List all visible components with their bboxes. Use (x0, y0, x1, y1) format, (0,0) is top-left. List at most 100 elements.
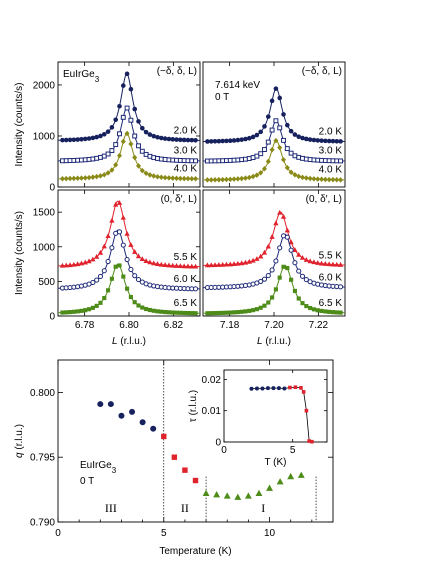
data-marker (277, 245, 283, 251)
series-temperature-label: 3.0 K (174, 146, 198, 157)
data-marker (296, 268, 302, 274)
data-marker (250, 134, 256, 140)
y-tick-label: 1000 (33, 242, 56, 253)
data-marker (185, 263, 191, 269)
inset-background (224, 370, 327, 442)
data-marker (118, 412, 125, 419)
data-marker (244, 492, 252, 499)
data-marker (239, 260, 245, 266)
data-marker (299, 386, 303, 390)
data-marker (161, 433, 167, 440)
data-marker (120, 242, 126, 248)
x-axis-label: Temperature (K) (159, 546, 231, 557)
data-marker (220, 176, 226, 183)
data-marker (189, 137, 195, 143)
data-marker (162, 262, 168, 268)
data-marker (86, 307, 92, 312)
data-marker (86, 258, 92, 264)
x-tick-label: 10 (264, 528, 276, 539)
data-marker (231, 176, 237, 182)
data-marker (260, 386, 265, 391)
data-marker (334, 176, 340, 183)
data-marker (292, 132, 298, 137)
y-tick-label: 2000 (33, 80, 56, 91)
data-marker (258, 151, 264, 157)
series-temperature-label: 6.0 K (174, 274, 198, 285)
data-marker (90, 135, 96, 141)
field-label: 0 T (215, 92, 229, 103)
data-marker (292, 260, 298, 266)
data-marker (273, 287, 278, 292)
y-axis-label: q (r.l.u.) (14, 424, 25, 458)
data-marker (124, 230, 130, 236)
data-marker (212, 138, 218, 144)
data-marker (269, 98, 275, 104)
data-marker (265, 386, 270, 391)
data-marker (299, 174, 306, 181)
data-marker (250, 257, 256, 263)
data-marker (132, 273, 138, 279)
data-marker (147, 307, 152, 313)
data-marker (300, 135, 305, 141)
data-marker (105, 129, 111, 134)
data-layer (58, 71, 200, 182)
data-marker (231, 138, 237, 143)
data-marker (82, 136, 88, 142)
data-marker (310, 439, 314, 444)
data-marker (338, 158, 344, 164)
x-axis-label: L (r.l.u.) (257, 336, 291, 347)
data-marker (98, 300, 103, 305)
series-temperature-label: 5.5 K (319, 250, 343, 261)
data-marker (271, 386, 276, 391)
data-marker (135, 163, 142, 169)
data-marker (307, 137, 313, 142)
data-marker (300, 301, 305, 306)
data-marker (322, 176, 328, 183)
data-marker (162, 136, 168, 141)
data-marker (113, 142, 119, 148)
data-marker (136, 303, 141, 308)
data-marker (235, 260, 241, 266)
data-marker (120, 138, 126, 145)
data-marker (231, 261, 237, 267)
data-marker (139, 148, 145, 154)
data-marker (337, 284, 344, 290)
data-marker (173, 263, 180, 268)
y-axis-label: Intensity (counts/s) (14, 83, 25, 167)
data-marker (105, 233, 111, 239)
data-marker (140, 305, 145, 310)
data-marker (304, 408, 309, 413)
data-marker (97, 401, 104, 408)
data-marker (105, 151, 111, 157)
x-tick-label: 5 (290, 445, 296, 456)
data-marker (292, 288, 297, 294)
data-marker (117, 131, 122, 137)
data-marker (228, 310, 233, 315)
data-marker (277, 209, 283, 215)
data-marker (220, 261, 226, 267)
data-marker (185, 310, 191, 316)
x-axis-label: L (r.l.u.) (112, 336, 146, 347)
data-marker (205, 311, 210, 316)
data-marker (67, 310, 73, 315)
data-marker (262, 147, 267, 152)
data-marker (273, 118, 279, 124)
data-marker (128, 242, 134, 247)
data-marker (86, 136, 92, 141)
data-marker (208, 262, 214, 268)
axes-frame (57, 359, 334, 523)
data-marker (242, 175, 249, 181)
data-marker (105, 170, 111, 176)
data-marker (109, 167, 115, 173)
data-marker (288, 169, 294, 176)
data-marker (265, 243, 271, 249)
data-marker (189, 175, 195, 182)
data-marker (166, 262, 172, 268)
data-marker (337, 262, 344, 267)
data-marker (281, 137, 286, 143)
data-marker (94, 173, 100, 180)
data-marker (121, 274, 126, 279)
data-marker (255, 489, 263, 497)
data-marker (280, 213, 287, 219)
